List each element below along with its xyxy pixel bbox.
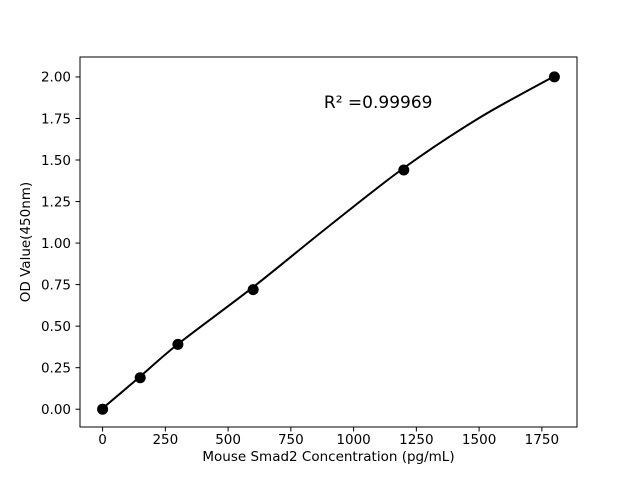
x-tick-label: 250 xyxy=(152,432,178,448)
x-axis-label: Mouse Smad2 Concentration (pg/mL) xyxy=(202,449,454,465)
y-tick-label: 1.75 xyxy=(41,111,71,127)
data-point-marker xyxy=(247,284,259,296)
plot-area-box xyxy=(79,56,578,428)
y-axis-label: OD Value(450nm) xyxy=(18,182,34,302)
x-tick-label: 1250 xyxy=(399,432,433,448)
x-tick-label: 1500 xyxy=(462,432,496,448)
x-tick-label: 1000 xyxy=(336,432,370,448)
x-tick-label: 500 xyxy=(215,432,241,448)
y-tick-label: 1.25 xyxy=(41,194,71,210)
y-tick-label: 0.75 xyxy=(41,277,71,293)
data-point-marker xyxy=(97,403,109,415)
x-axis-ticks: 0 250 500 750 1000 1250 1500 1750 xyxy=(98,427,559,448)
data-point-marker xyxy=(398,164,410,176)
fit-curve-line xyxy=(101,75,556,410)
y-tick-label: 1.50 xyxy=(41,153,71,169)
y-tick-label: 2.00 xyxy=(41,70,71,86)
y-tick-label: 0.00 xyxy=(41,402,71,418)
y-tick-label: 0.50 xyxy=(41,319,71,335)
data-point-marker xyxy=(134,372,146,384)
y-axis-ticks: 0.00 0.25 0.50 0.75 1.00 1.25 1.50 1.75 2.00 xyxy=(41,70,80,418)
y-tick-label: 1.00 xyxy=(41,236,71,252)
data-point-marker xyxy=(172,338,184,350)
x-tick-label: 0 xyxy=(98,432,107,448)
x-tick-label: 750 xyxy=(278,432,304,448)
r-squared-annotation: R² =0.99969 xyxy=(324,93,433,113)
y-tick-label: 0.25 xyxy=(41,360,71,376)
data-point-marker xyxy=(548,71,560,83)
x-tick-label: 1750 xyxy=(525,432,559,448)
data-points xyxy=(97,71,560,415)
